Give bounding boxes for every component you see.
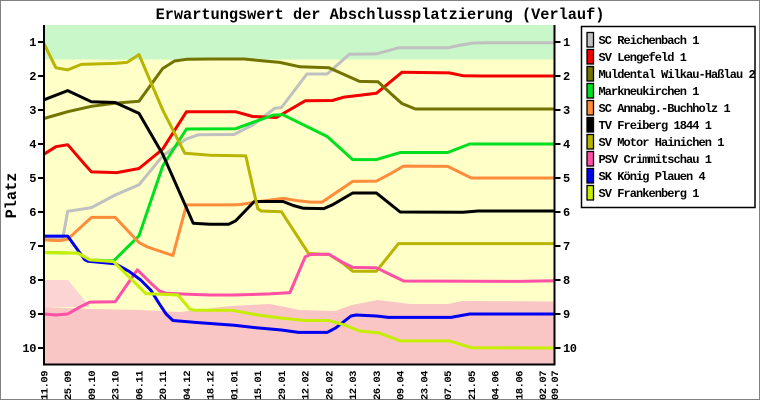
svg-text:26.02: 26.02 (324, 371, 336, 400)
svg-text:7: 7 (29, 240, 36, 254)
svg-text:Erwartungswert der Abschlusspl: Erwartungswert der Abschlussplatzierung … (156, 6, 605, 24)
svg-text:23.04: 23.04 (419, 371, 431, 400)
svg-text:9: 9 (563, 308, 570, 322)
svg-text:2: 2 (563, 70, 570, 84)
svg-text:18.06: 18.06 (514, 371, 526, 400)
svg-text:21.05: 21.05 (467, 371, 479, 400)
svg-text:06.11: 06.11 (135, 371, 147, 400)
svg-text:1: 1 (563, 36, 570, 50)
svg-text:7: 7 (563, 240, 570, 254)
svg-text:3: 3 (29, 104, 36, 118)
svg-text:10: 10 (22, 342, 36, 356)
svg-text:25.09: 25.09 (63, 371, 75, 400)
svg-text:09.07: 09.07 (550, 371, 562, 400)
svg-text:SV Motor Hainichen 1: SV Motor Hainichen 1 (599, 136, 725, 150)
svg-text:3: 3 (563, 104, 570, 118)
svg-text:SC Reichenbach 1: SC Reichenbach 1 (599, 34, 700, 48)
svg-text:09.04: 09.04 (396, 371, 408, 400)
svg-text:12.03: 12.03 (348, 371, 360, 400)
svg-text:20.11: 20.11 (158, 371, 170, 400)
svg-text:Muldental Wilkau-Haßlau 2: Muldental Wilkau-Haßlau 2 (599, 68, 756, 82)
svg-text:Platz: Platz (3, 173, 21, 219)
svg-text:5: 5 (29, 172, 36, 186)
svg-text:01.01: 01.01 (230, 371, 242, 400)
svg-text:04.06: 04.06 (491, 371, 503, 400)
svg-text:11.09: 11.09 (40, 371, 52, 400)
svg-text:6: 6 (563, 206, 570, 220)
svg-text:07.05: 07.05 (443, 371, 455, 400)
svg-text:02.07: 02.07 (538, 371, 550, 400)
svg-text:4: 4 (29, 138, 36, 152)
svg-text:09.10: 09.10 (87, 371, 99, 400)
svg-text:04.12: 04.12 (182, 371, 194, 400)
svg-text:2: 2 (29, 70, 36, 84)
svg-text:SK König Plauen 4: SK König Plauen 4 (599, 170, 706, 184)
svg-text:8: 8 (563, 274, 570, 288)
svg-text:23.10: 23.10 (111, 371, 123, 400)
svg-text:15.01: 15.01 (253, 371, 265, 400)
svg-text:10: 10 (563, 342, 577, 356)
svg-text:8: 8 (29, 274, 36, 288)
svg-text:SC Annabg.-Buchholz 1: SC Annabg.-Buchholz 1 (599, 102, 731, 116)
svg-text:SV Lengefeld 1: SV Lengefeld 1 (599, 51, 687, 65)
svg-text:1: 1 (29, 36, 36, 50)
svg-text:6: 6 (29, 206, 36, 220)
svg-text:26.03: 26.03 (372, 371, 384, 400)
svg-text:29.01: 29.01 (277, 371, 289, 400)
svg-text:5: 5 (563, 172, 570, 186)
svg-text:PSV Crimmitschau 1: PSV Crimmitschau 1 (599, 153, 712, 167)
svg-text:Markneukirchen 1: Markneukirchen 1 (599, 85, 700, 99)
svg-text:12.02: 12.02 (301, 371, 313, 400)
svg-text:TV Freiberg 1844 1: TV Freiberg 1844 1 (599, 119, 712, 133)
svg-text:4: 4 (563, 138, 570, 152)
svg-text:9: 9 (29, 308, 36, 322)
svg-text:SV Frankenberg 1: SV Frankenberg 1 (599, 187, 700, 201)
svg-text:18.12: 18.12 (206, 371, 218, 400)
